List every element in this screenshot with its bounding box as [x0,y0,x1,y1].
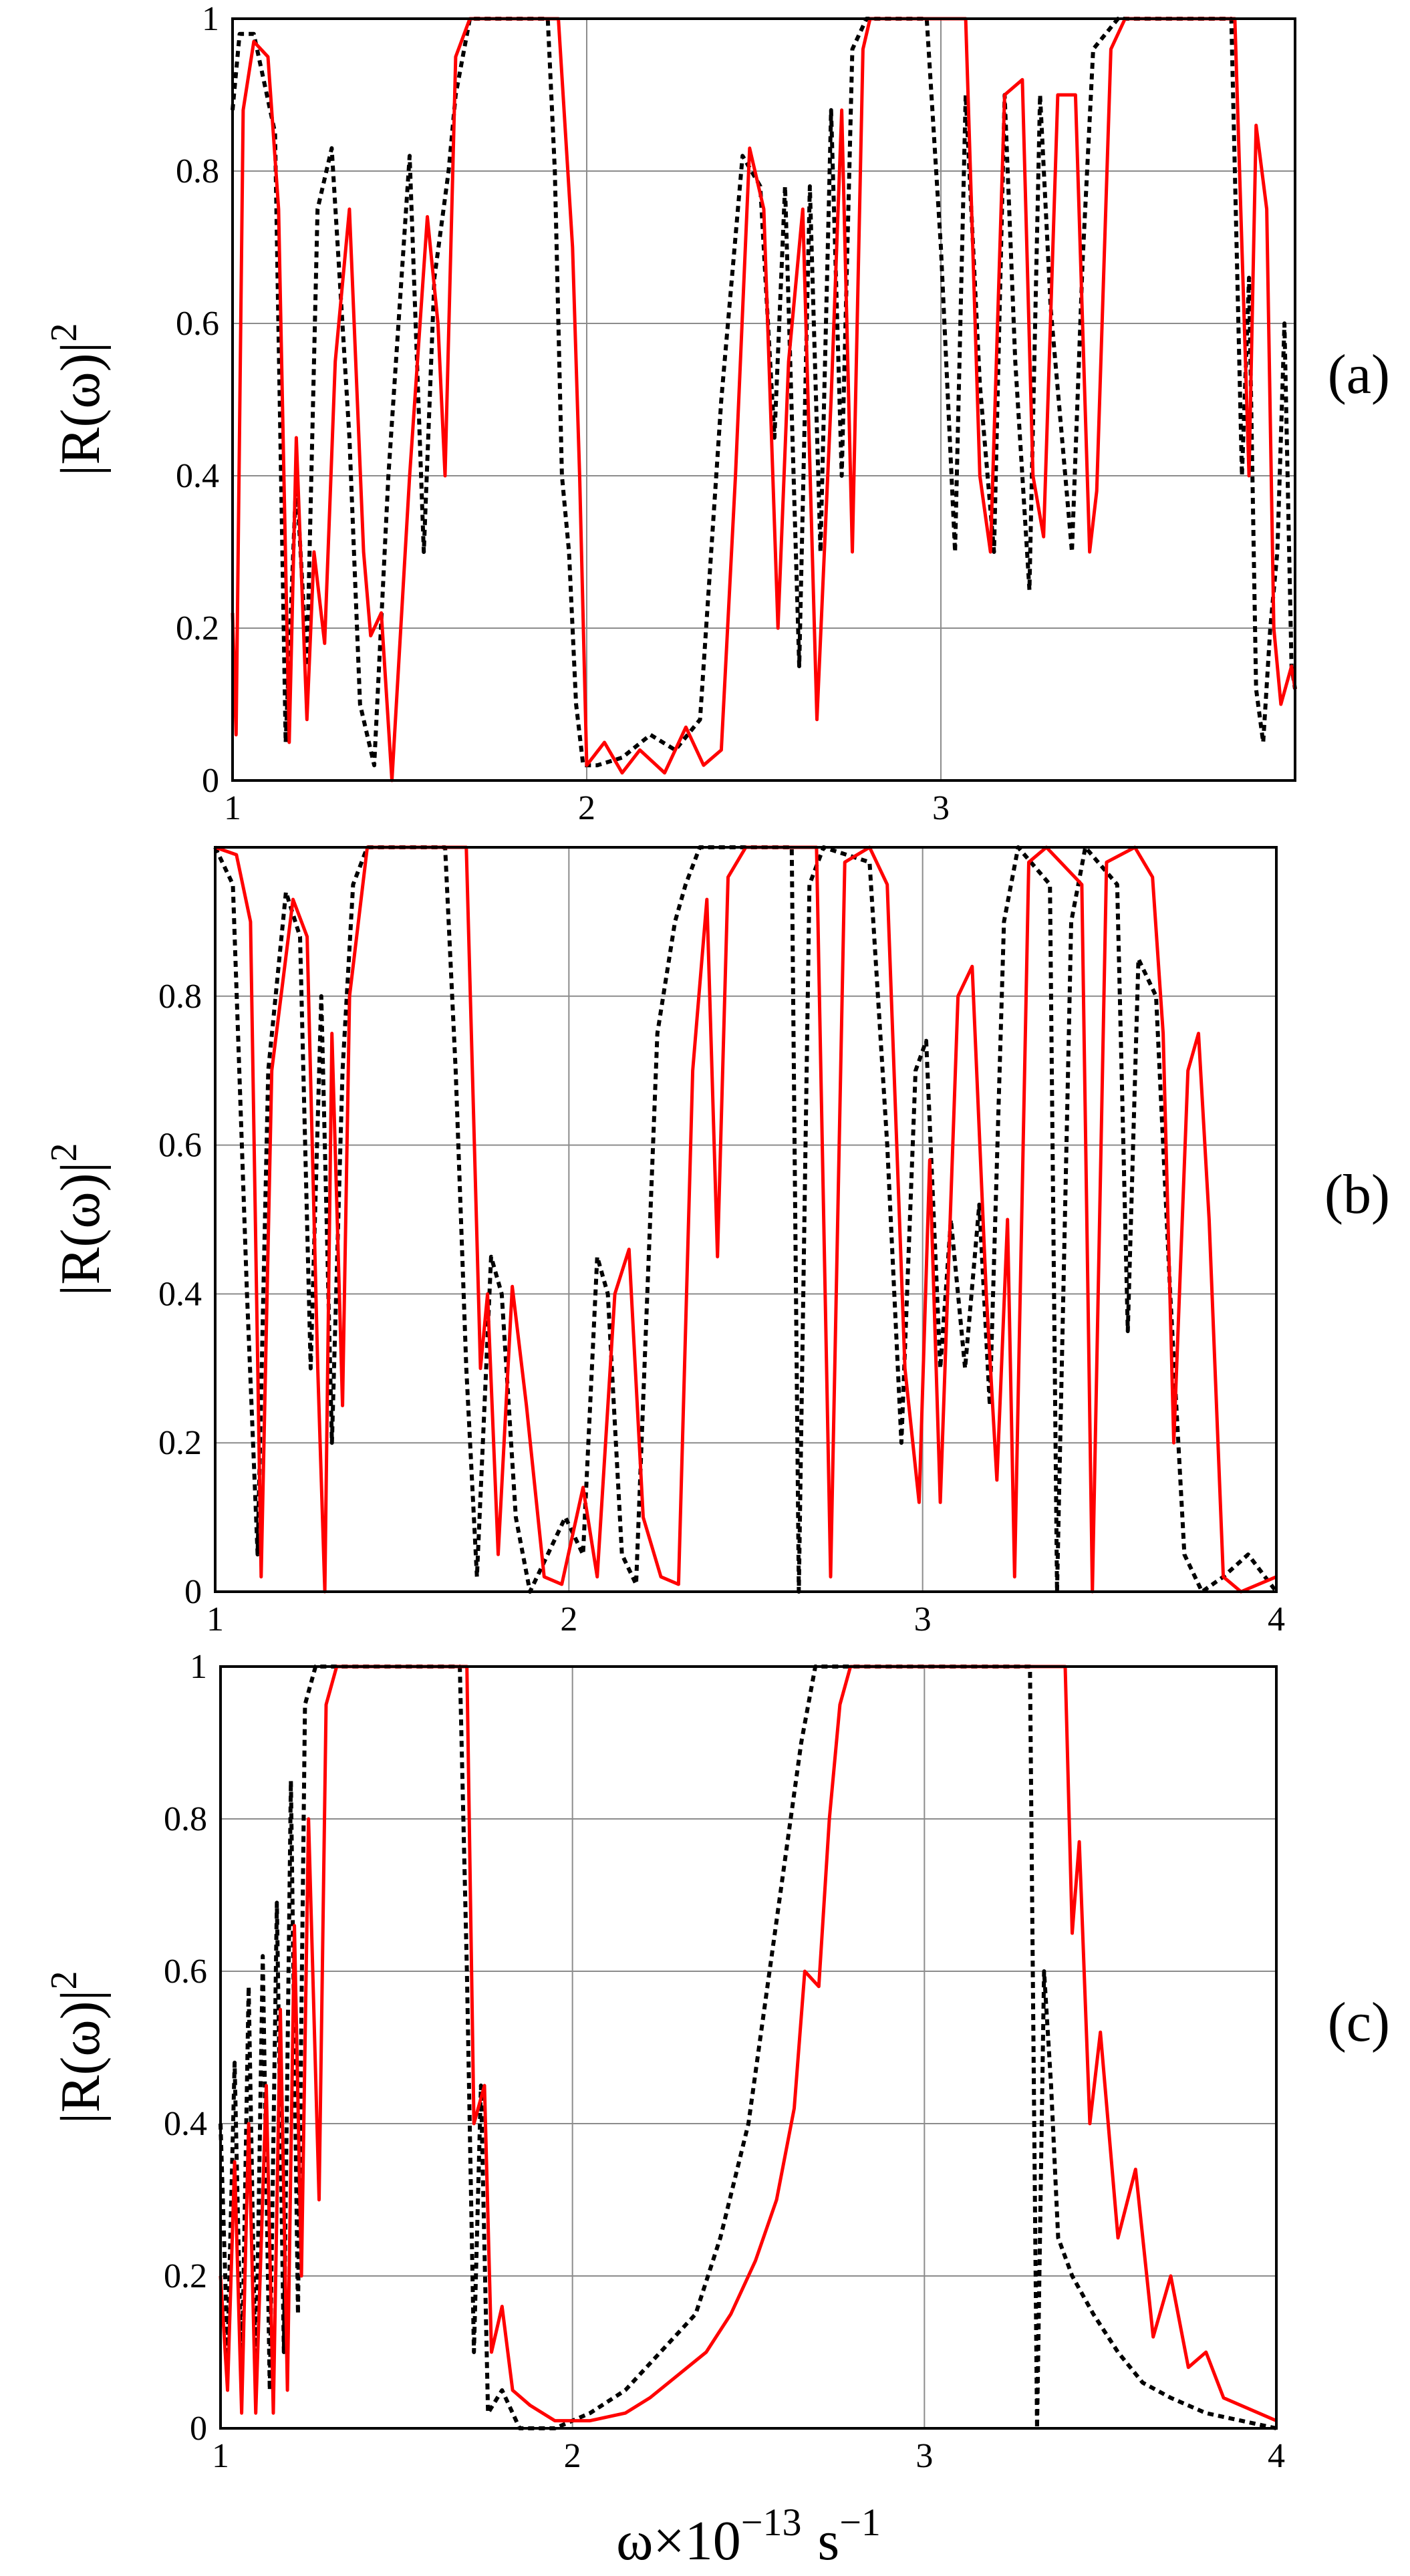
y-tick-label: 0.4 [176,457,219,495]
x-tick-label: 4 [1268,2437,1285,2475]
x-tick-label: 1 [206,1600,224,1638]
series-line-dashed [231,17,1297,768]
series-line-dashed [219,1665,1277,2430]
chart-panel-2: 1 2 3 400.20.40.60.8|R(ω)|2(b) [43,845,1390,1638]
y-tick-label: 0.6 [164,1953,207,1991]
x-axis-unit-exponent: −1 [839,2500,881,2544]
y-axis-label: |R(ω)|2 [43,323,112,476]
y-axis-label: |R(ω)|2 [43,1971,112,2124]
series-line-solid [215,845,1277,1594]
y-tick-label: 1 [202,0,219,38]
x-tick-label: 1 [212,2437,229,2475]
y-tick-label: 0.2 [164,2257,207,2295]
y-axis-label-exponent: 2 [43,1971,85,1990]
panel-label: (a) [1328,343,1390,406]
panel-label: (c) [1328,1991,1390,2053]
y-tick-label: 0.2 [176,609,219,648]
y-tick-label: 0.4 [164,2105,207,2143]
x-tick-label: 2 [560,1600,577,1638]
series-line-solid [219,1665,1277,2423]
y-tick-label: 0 [202,762,219,800]
chart-panel-3: 1 2 3 400.20.40.60.81|R(ω)|2(c) [43,1648,1390,2475]
plot-frame [214,846,1278,1593]
y-tick-label: 0.8 [158,978,202,1016]
series-line-dashed [213,845,1278,1594]
chart-panel-1: 1 2 300.20.40.60.81|R(ω)|2(a) [43,0,1390,827]
x-axis-label-exponent: −13 [741,2500,802,2544]
x-axis-label: ω×10−13 s−1 [616,2500,881,2572]
y-axis-label-text: |R(ω)| [49,1162,112,1296]
y-tick-label: 0.6 [158,1127,202,1165]
y-tick-label: 0.6 [176,305,219,343]
y-tick-label: 0 [190,2410,207,2448]
x-tick-label: 4 [1268,1600,1285,1638]
x-axis-unit: s [817,2510,839,2572]
y-tick-label: 0.8 [176,152,219,190]
x-tick-label: 3 [915,2437,933,2475]
y-tick-label: 1 [190,1648,207,1686]
y-tick-label: 0.2 [158,1424,202,1462]
plot-frame [231,17,1296,782]
y-tick-label: 0.8 [164,1800,207,1838]
y-tick-label: 0 [184,1573,202,1611]
plot-frame [219,1665,1278,2430]
panel-label: (b) [1324,1163,1390,1226]
x-tick-label: 2 [578,789,595,827]
x-tick-label: 2 [564,2437,581,2475]
y-axis-label-exponent: 2 [43,1143,85,1162]
y-axis-label-exponent: 2 [43,323,85,342]
y-axis-label-text: |R(ω)| [49,342,112,476]
x-tick-label: 1 [224,789,241,827]
y-axis-label-text: |R(ω)| [49,1990,112,2124]
x-axis-label-text: ω×10 [616,2510,741,2572]
series-line-solid [231,17,1297,782]
y-axis-label: |R(ω)|2 [43,1143,112,1296]
x-tick-label: 3 [932,789,950,827]
x-tick-label: 3 [914,1600,932,1638]
y-tick-label: 0.4 [158,1275,202,1313]
